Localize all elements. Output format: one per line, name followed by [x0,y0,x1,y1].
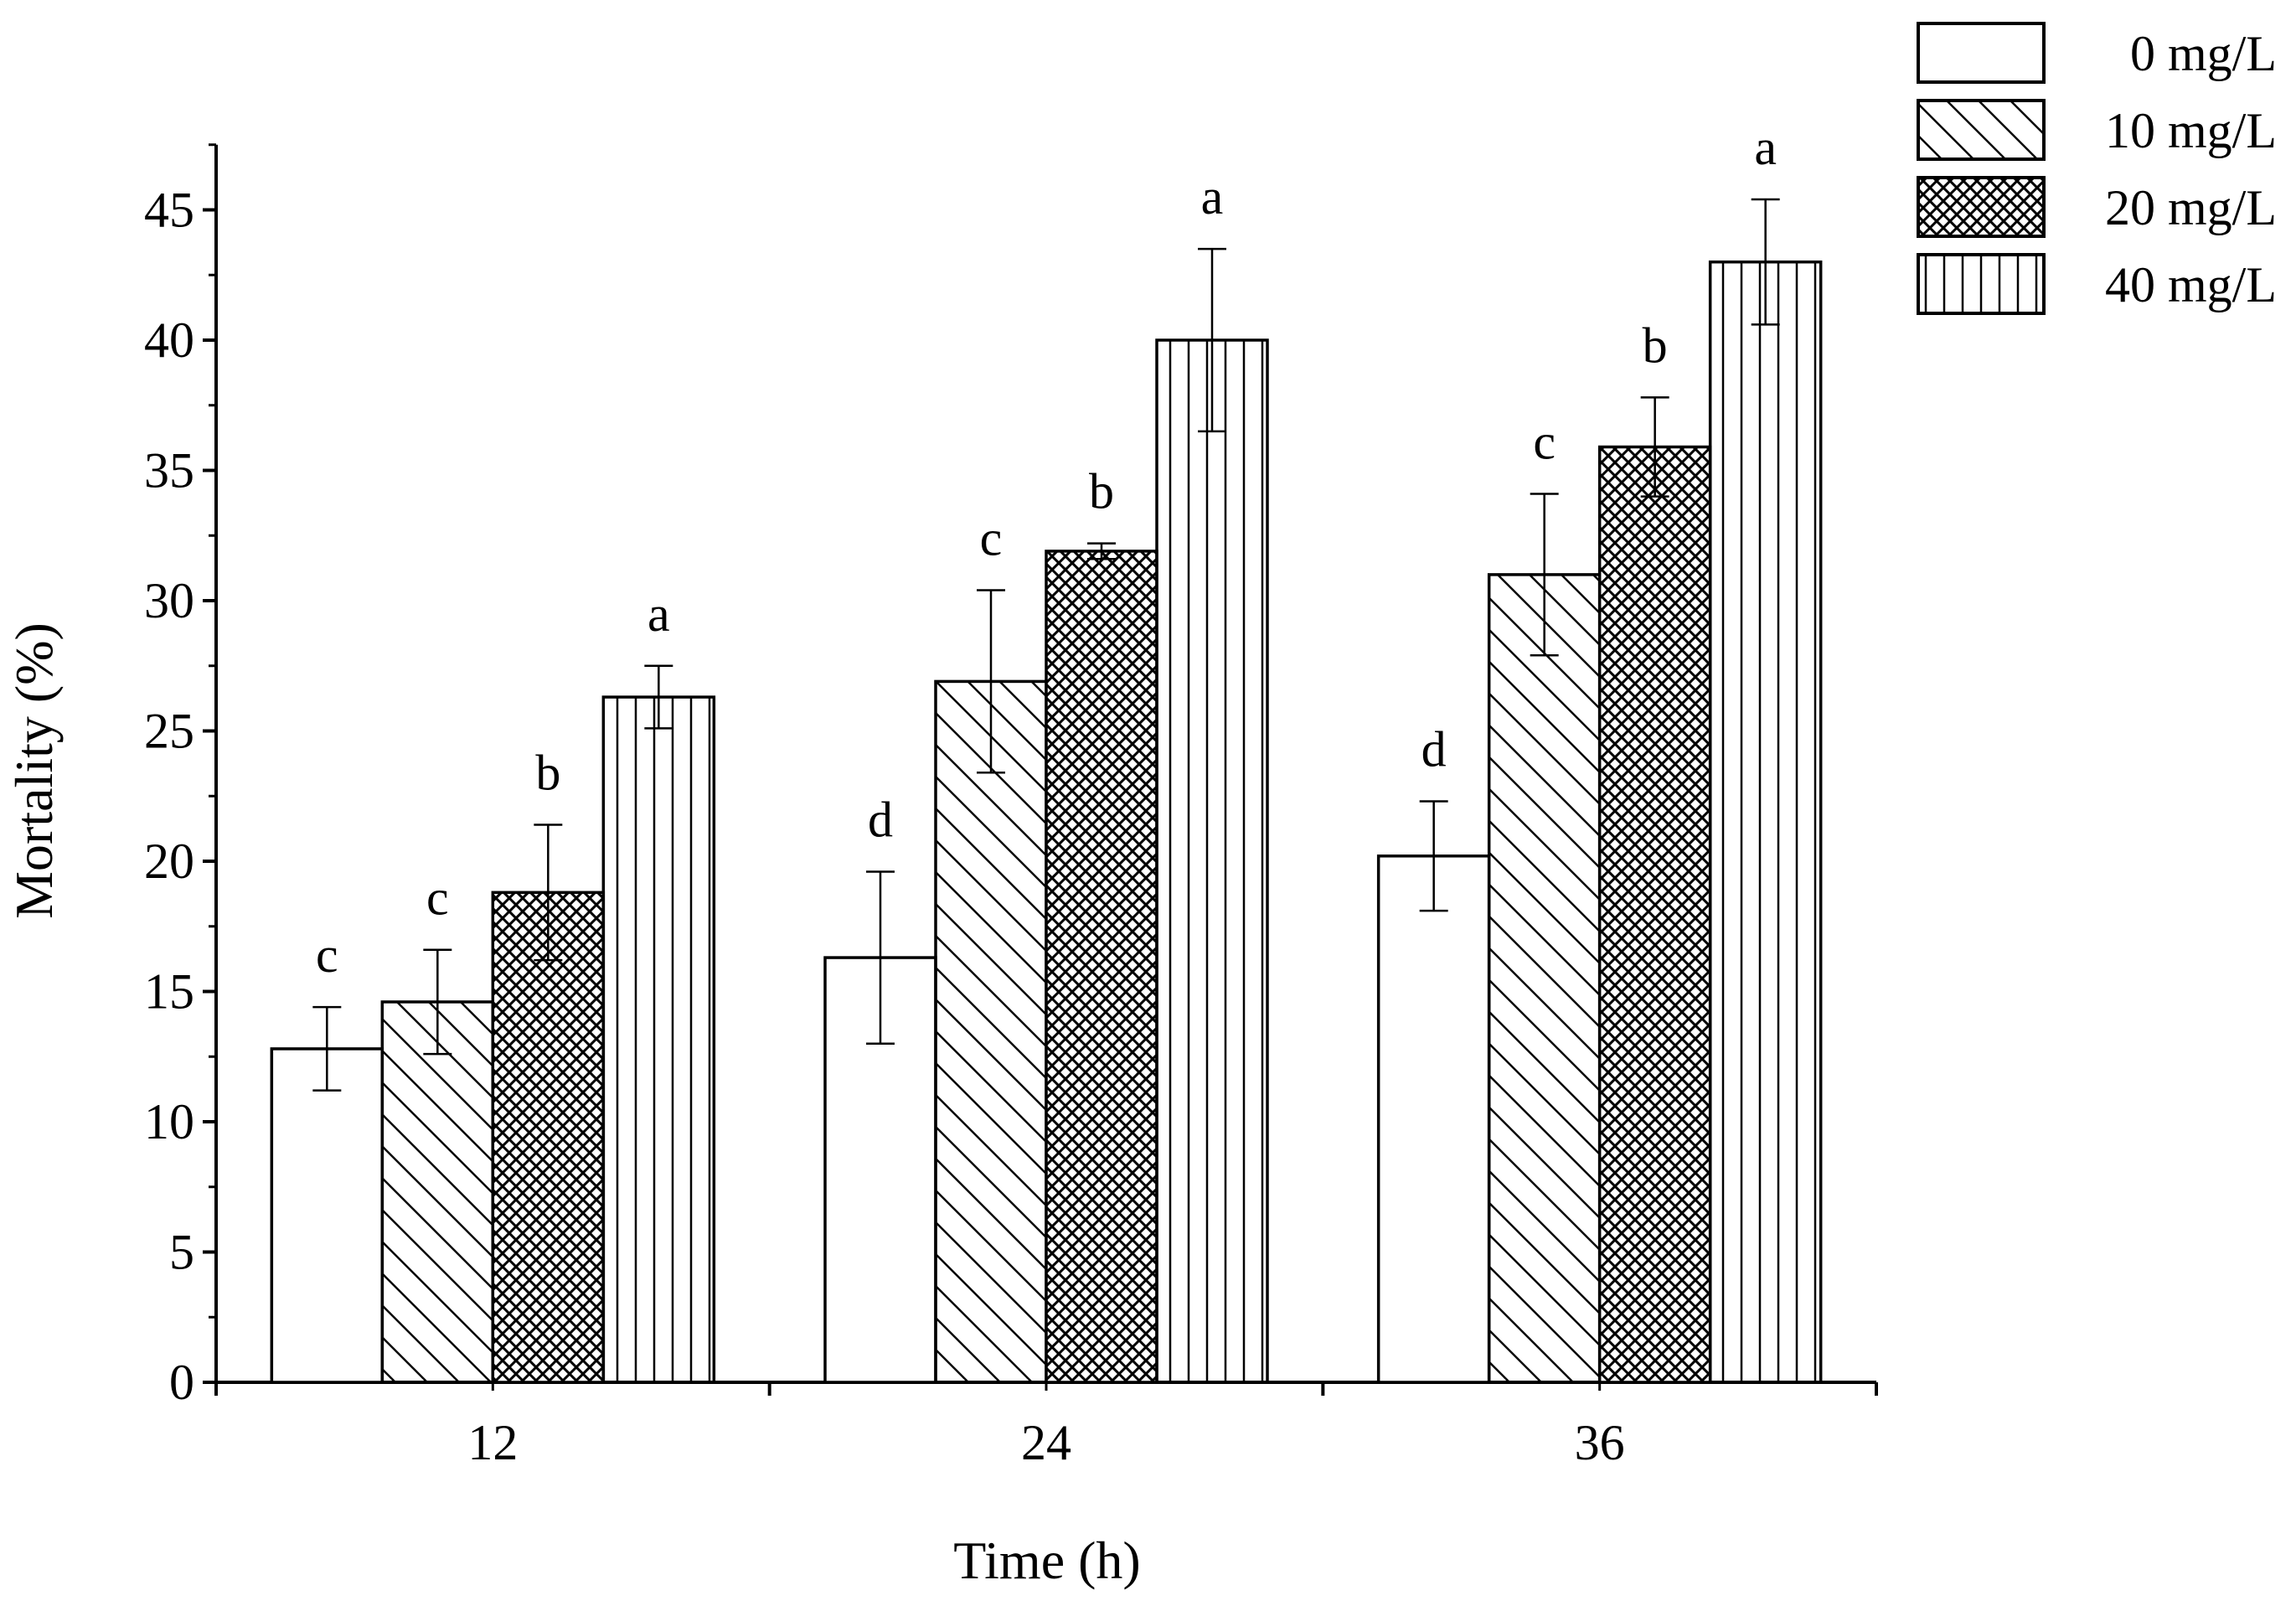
y-tick-label: 15 [144,964,194,1020]
x-tick-label: 24 [1021,1415,1071,1470]
significance-label: a [1754,120,1777,175]
bar [934,679,1048,1384]
legend-label: 10 mg/L [2105,103,2277,158]
significance-label: a [1201,169,1224,225]
bar [1487,573,1602,1384]
significance-label: c [980,511,1003,566]
legend-label: 40 mg/L [2105,257,2277,312]
y-tick-label: 5 [169,1225,194,1280]
bar [1708,260,1823,1384]
legend-swatch [1917,176,2046,238]
y-tick-label: 10 [144,1094,194,1149]
y-tick-label: 35 [144,443,194,498]
significance-label: d [1421,721,1447,777]
legend-swatch [1917,99,2046,161]
significance-label: b [1643,318,1668,373]
legend-swatch [1917,253,2046,315]
y-axis-label: Mortality (%) [4,622,64,919]
significance-label: c [426,870,449,926]
bar [1376,855,1491,1384]
legend-label: 0 mg/L [2130,26,2277,81]
x-tick-label: 36 [1575,1415,1625,1470]
bar [491,891,606,1384]
significance-label: a [648,586,670,642]
y-tick-label: 20 [144,834,194,889]
legend-label: 20 mg/L [2105,180,2277,235]
bars: c c b a d c b a d c b a [270,120,1823,1384]
bar [1045,550,1158,1384]
axes: 0 5 10 15 20 25 30 35 40 45 12 24 36 [144,143,1878,1470]
legend-swatch [1917,22,2046,84]
bar [270,1047,384,1384]
significance-label: b [1089,464,1114,519]
significance-label: b [535,745,560,800]
x-axis-label: Time (h) [953,1531,1140,1590]
bar [1155,338,1269,1384]
bar [1597,445,1712,1384]
bar [380,1000,495,1384]
y-tick-label: 25 [144,704,194,759]
significance-label: d [868,792,893,847]
bar [601,695,716,1384]
significance-label: c [316,927,338,983]
y-tick-label: 30 [144,573,194,628]
x-tick-label: 12 [467,1415,518,1470]
legend: 0 mg/L 10 mg/L 20 mg/L 40 mg/L [1917,22,2277,315]
y-tick-label: 40 [144,312,194,368]
y-tick-label: 45 [144,183,194,238]
y-tick-label: 0 [169,1355,194,1410]
significance-label: c [1533,414,1556,469]
